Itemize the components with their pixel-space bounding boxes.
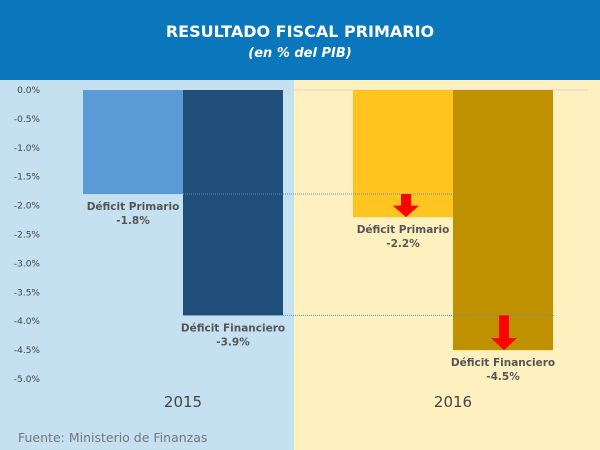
data-label-value: -4.5% bbox=[486, 371, 520, 383]
x-category-label: 2015 bbox=[164, 393, 202, 411]
data-label-value: -1.8% bbox=[116, 215, 150, 227]
bar-chart: 0.0% -0.5% -1.0% -1.5% -2.0% -2.5% -3.0% -3.5% -… bbox=[0, 80, 600, 450]
y-tick-label: -4.5% bbox=[14, 346, 41, 356]
y-tick-label: -3.5% bbox=[14, 288, 41, 298]
x-category-label: 2016 bbox=[434, 393, 472, 411]
data-label-name: Déficit Primario bbox=[357, 224, 450, 236]
y-tick-label: -2.5% bbox=[14, 231, 41, 241]
bar bbox=[453, 90, 553, 351]
y-tick-label: -4.0% bbox=[14, 317, 41, 327]
chart-header: RESULTADO FISCAL PRIMARIO (en % del PIB) bbox=[0, 0, 600, 80]
y-tick-label: -3.0% bbox=[14, 259, 41, 269]
data-label-name: Déficit Financiero bbox=[181, 322, 285, 334]
down-arrow-icon bbox=[491, 315, 517, 351]
y-tick-label: -1.0% bbox=[14, 144, 41, 154]
data-label-name: Déficit Primario bbox=[87, 201, 180, 213]
y-tick-label: -5.0% bbox=[14, 375, 41, 385]
y-tick-label: -0.5% bbox=[14, 115, 41, 125]
data-label-name: Déficit Financiero bbox=[451, 357, 555, 369]
y-tick-label: -1.5% bbox=[14, 173, 41, 183]
y-tick-label: -2.0% bbox=[14, 202, 41, 212]
data-label-value: -2.2% bbox=[386, 238, 420, 250]
chart-subtitle: (en % del PIB) bbox=[248, 46, 352, 61]
bar bbox=[83, 90, 183, 195]
y-tick-label: 0.0% bbox=[17, 86, 40, 96]
chart-title: RESULTADO FISCAL PRIMARIO bbox=[165, 22, 435, 41]
source-note: Fuente: Ministerio de Finanzas bbox=[18, 430, 207, 445]
bar bbox=[183, 90, 283, 316]
data-label-value: -3.9% bbox=[216, 336, 250, 348]
down-arrow-icon bbox=[393, 194, 419, 218]
